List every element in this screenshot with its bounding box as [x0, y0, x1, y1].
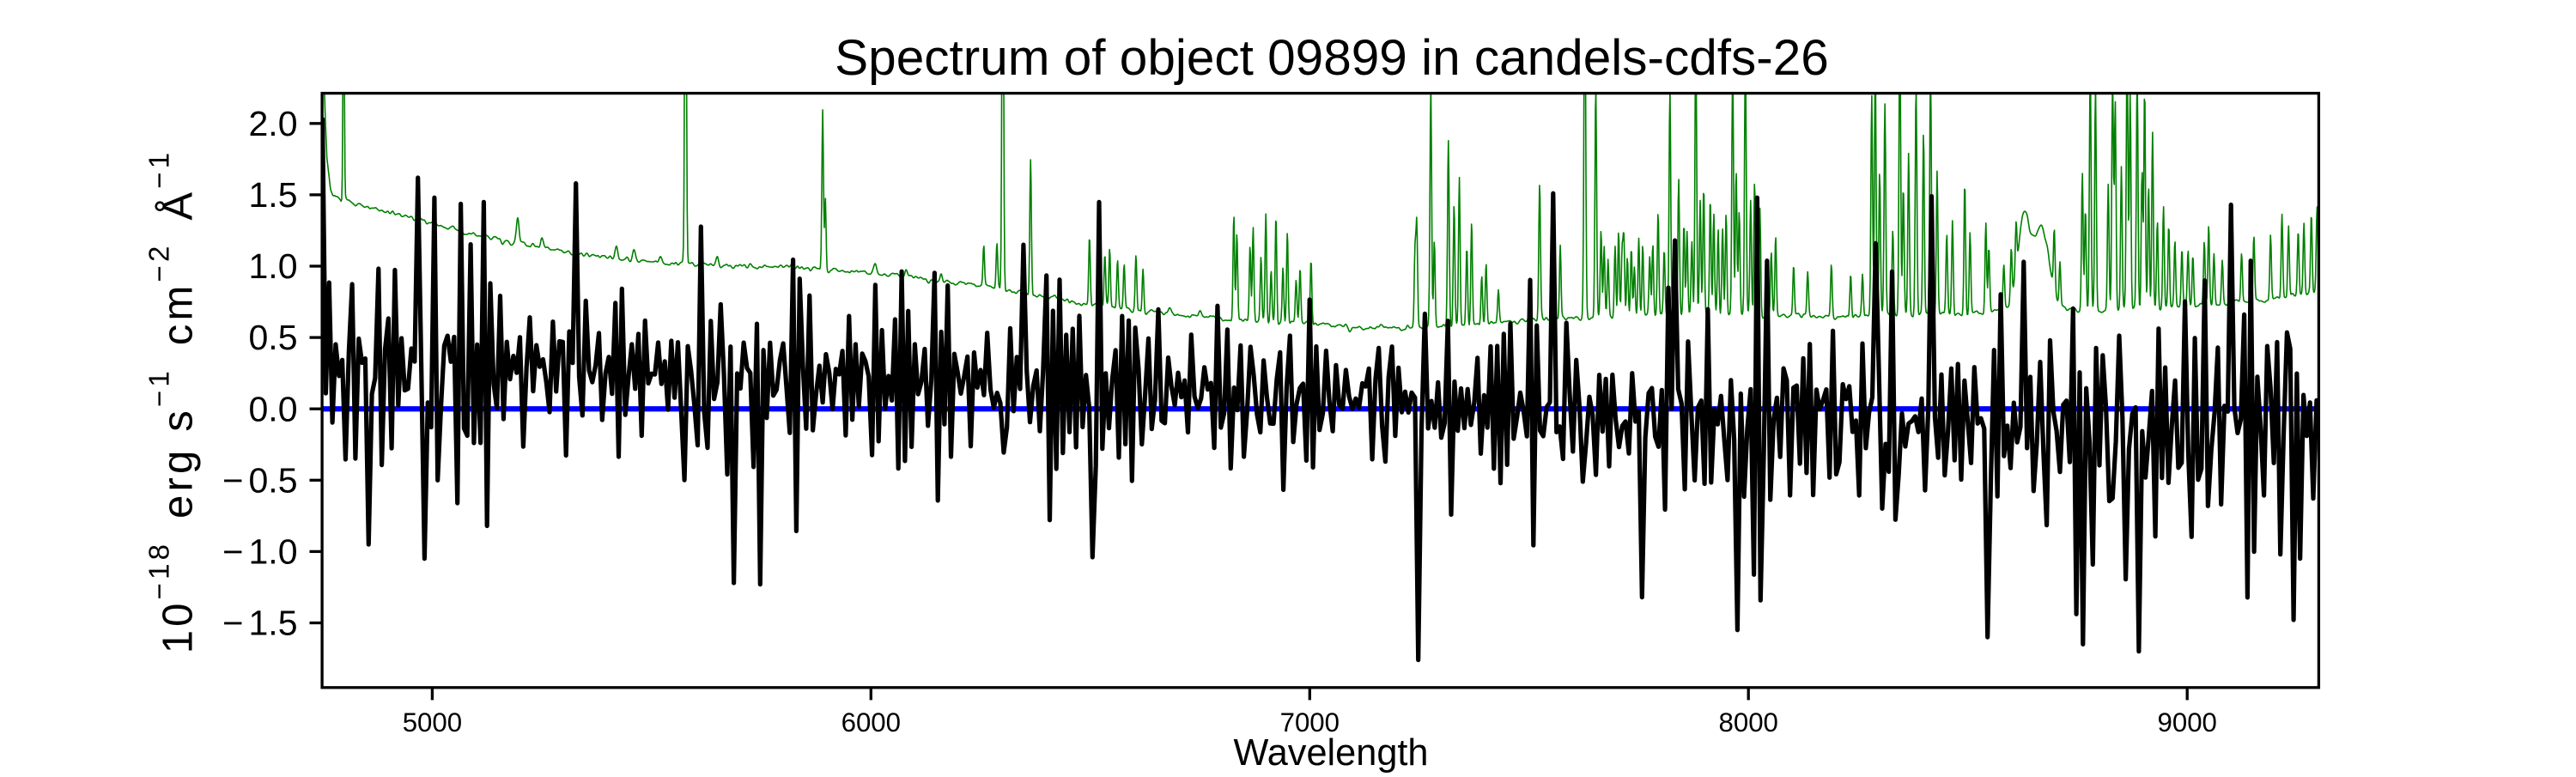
svg-text:2.0: 2.0 [249, 104, 298, 143]
svg-text:0.0: 0.0 [249, 389, 298, 428]
svg-text:0.5: 0.5 [249, 318, 298, 357]
svg-text:5000: 5000 [403, 707, 462, 738]
svg-text:−: − [222, 460, 244, 500]
svg-text:9000: 9000 [2158, 707, 2217, 738]
svg-text:7000: 7000 [1280, 707, 1340, 738]
svg-text:1.0: 1.0 [249, 246, 298, 286]
svg-text:−: − [222, 604, 244, 643]
svg-text:1.0: 1.0 [249, 532, 298, 572]
svg-text:1.5: 1.5 [249, 604, 298, 643]
svg-text:Spectrum of object 09899 in ca: Spectrum of object 09899 in candels-cdfs… [835, 30, 1829, 86]
svg-text:Wavelength: Wavelength [1233, 732, 1428, 773]
svg-text:−: − [222, 532, 244, 572]
svg-text:1.5: 1.5 [249, 175, 298, 215]
svg-text:0.5: 0.5 [249, 460, 298, 500]
svg-text:6000: 6000 [841, 707, 901, 738]
svg-text:8000: 8000 [1719, 707, 1778, 738]
